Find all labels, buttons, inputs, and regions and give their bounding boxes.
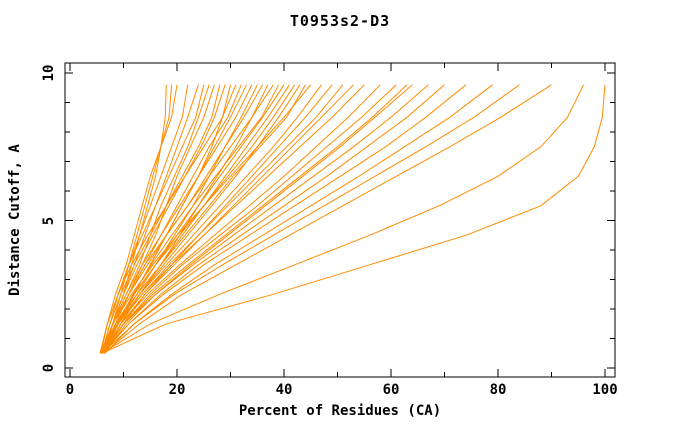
y-tick-label: 10 [41, 64, 57, 82]
x-tick-label: 0 [65, 382, 75, 398]
model-curve [100, 84, 178, 354]
model-curve [101, 84, 296, 354]
model-curve [101, 84, 189, 354]
model-curve [101, 84, 322, 354]
chart-title: T0953s2-D3 [289, 12, 391, 30]
model-curve [102, 84, 226, 354]
x-tick-label: 100 [592, 382, 618, 398]
model-curve [103, 84, 290, 354]
model-curve [101, 84, 365, 354]
model-curve [101, 84, 274, 354]
model-curve [100, 84, 237, 354]
model-curve [100, 84, 306, 354]
model-curve [104, 84, 493, 354]
model-curve [103, 84, 413, 354]
x-tick-label: 80 [489, 382, 507, 398]
model-curve [101, 84, 467, 354]
y-tick-label: 5 [41, 216, 57, 225]
model-curve [101, 84, 429, 354]
model-curve [102, 84, 258, 354]
model-curve [101, 84, 221, 354]
plot-frame [64, 62, 616, 378]
model-curve [101, 84, 606, 354]
model-curve [100, 84, 253, 354]
model-curve [100, 84, 312, 354]
model-curve [102, 84, 445, 354]
x-axis-label: Percent of Residues (CA) [238, 403, 442, 419]
model-curve [101, 84, 397, 354]
x-tick-label: 40 [275, 382, 293, 398]
x-tick-label: 60 [382, 382, 400, 398]
model-curve [102, 84, 381, 354]
x-tick-label: 20 [168, 382, 186, 398]
model-curve [103, 84, 354, 354]
model-curve [104, 84, 173, 354]
model-curve [101, 84, 520, 354]
model-curve [101, 84, 585, 354]
model-curve [102, 84, 408, 354]
y-tick-label: 0 [41, 363, 57, 373]
model-curve [103, 84, 552, 354]
y-axis-label: Distance Cutoff, A [7, 144, 23, 296]
